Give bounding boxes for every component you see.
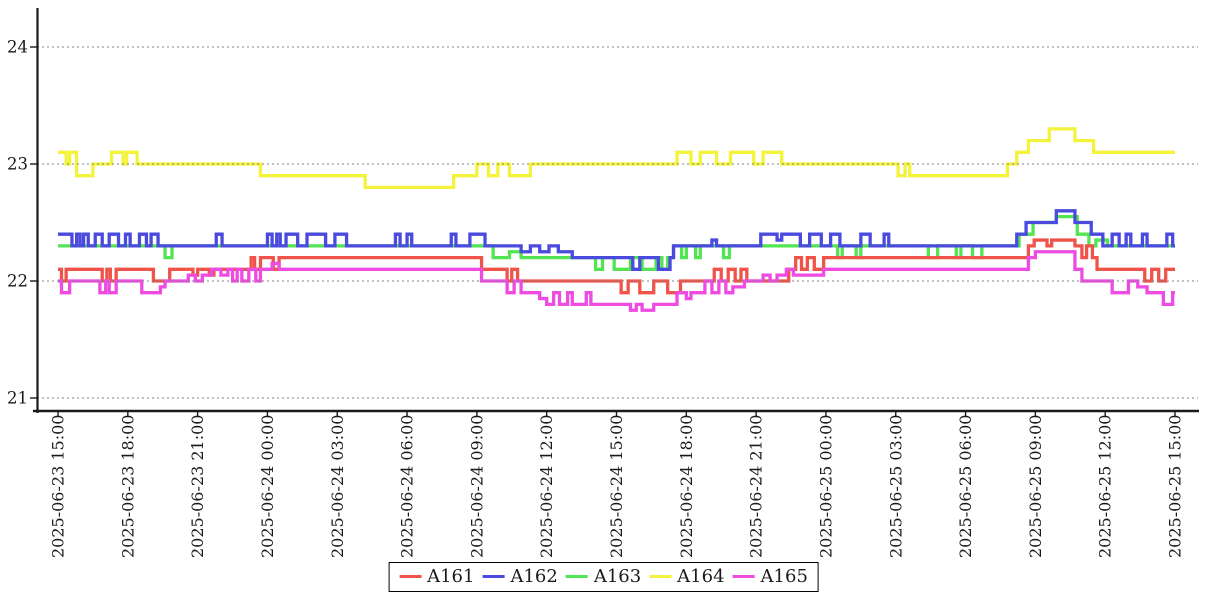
legend-item-A164: A164: [649, 566, 725, 587]
legend-label: A165: [760, 566, 808, 587]
series-line-A162: [58, 209, 1175, 271]
legend-item-A165: A165: [732, 566, 808, 587]
legend-label: A164: [677, 566, 725, 587]
y-tick-label: 21: [7, 389, 28, 408]
series-line-A163: [58, 215, 1175, 271]
x-tick-label: 2025-06-24 03:00: [328, 415, 347, 558]
x-tick-label: 2025-06-24 00:00: [258, 415, 277, 558]
x-tick-label: 2025-06-25 06:00: [956, 415, 975, 558]
x-tick-label: 2025-06-24 21:00: [747, 415, 766, 558]
x-tick-label: 2025-06-23 18:00: [118, 415, 137, 558]
legend-label: A161: [427, 566, 475, 587]
legend-item-A162: A162: [482, 566, 558, 587]
x-tick-label: 2025-06-23 21:00: [188, 415, 207, 558]
legend-swatch-A163: [565, 574, 588, 579]
y-tick-label: 22: [7, 272, 28, 291]
x-tick-label: 2025-06-24 09:00: [467, 415, 486, 558]
x-tick-label: 2025-06-25 00:00: [816, 415, 835, 558]
series-line-A161: [58, 238, 1175, 295]
legend-swatch-A162: [482, 574, 505, 579]
x-tick-label: 2025-06-25 09:00: [1026, 415, 1045, 558]
legend-swatch-A164: [649, 574, 672, 579]
x-tick-label: 2025-06-25 12:00: [1096, 415, 1115, 558]
x-tick-label: 2025-06-24 18:00: [677, 415, 696, 558]
legend-item-A163: A163: [565, 566, 642, 587]
y-tick-label: 24: [7, 38, 28, 57]
x-tick-label: 2025-06-23 15:00: [49, 415, 68, 558]
y-tick-label: 23: [7, 155, 28, 174]
legend-label: A162: [510, 566, 558, 587]
legend-label: A163: [593, 566, 642, 587]
legend-swatch-A165: [732, 574, 755, 579]
series-line-A164: [58, 127, 1175, 190]
x-tick-label: 2025-06-25 03:00: [886, 415, 905, 558]
x-tick-label: 2025-06-24 15:00: [607, 415, 626, 558]
series-line-A165: [58, 250, 1175, 312]
legend-swatch-A161: [399, 574, 422, 579]
legend-item-A161: A161: [399, 566, 474, 587]
x-tick-label: 2025-06-24 12:00: [537, 415, 556, 558]
chart-legend: A161 A162 A163 A164 A165: [388, 562, 819, 592]
x-tick-label: 2025-06-24 06:00: [398, 415, 417, 558]
x-tick-label: 2025-06-25 15:00: [1166, 415, 1185, 558]
